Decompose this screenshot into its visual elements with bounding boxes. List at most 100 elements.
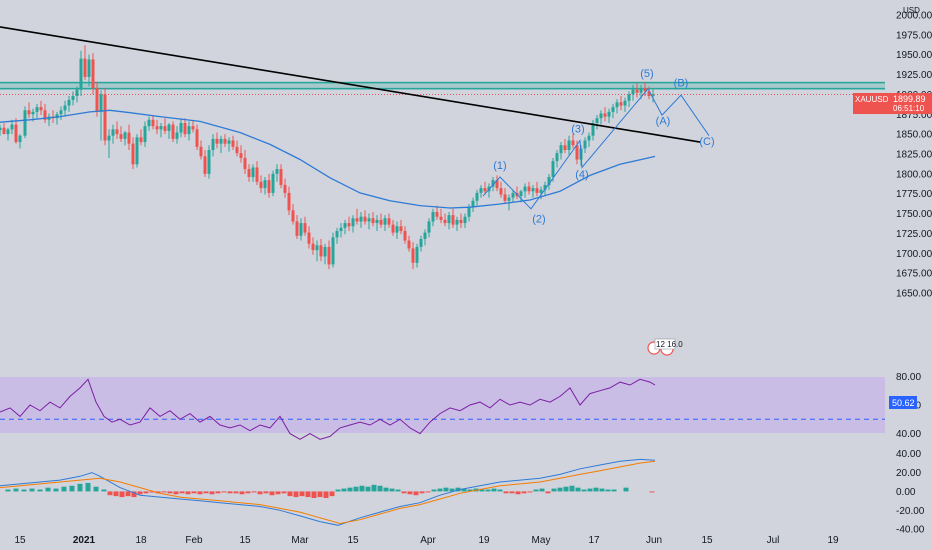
macd-histogram-bar xyxy=(377,485,383,492)
candle xyxy=(339,223,343,238)
candle-body xyxy=(423,232,427,239)
candle xyxy=(123,130,127,146)
time-axis[interactable]: 15 2021 18 Feb 15 Mar 15 Apr 19 May 17 Jun 15 Jul 19 xyxy=(14,535,839,546)
candle xyxy=(615,99,619,114)
candle-body xyxy=(519,191,523,197)
price-tick-label: 1975.00 xyxy=(896,30,932,41)
macd-histogram-bar xyxy=(353,486,359,492)
event-badge[interactable]: 12 16.0 xyxy=(647,338,683,356)
candle xyxy=(623,97,627,112)
candle xyxy=(179,118,183,138)
candle xyxy=(651,89,655,103)
rsi-pane[interactable] xyxy=(0,377,885,440)
candle xyxy=(443,213,447,227)
macd-histogram-bar xyxy=(269,491,275,496)
candle-body xyxy=(235,146,239,154)
candle xyxy=(71,91,75,106)
candle-body xyxy=(459,219,463,224)
macd-histogram-bar xyxy=(275,491,281,495)
macd-histogram-bar xyxy=(179,491,185,494)
candle xyxy=(0,124,2,136)
candle-body xyxy=(139,137,143,143)
macd-histogram-bar xyxy=(533,489,539,492)
macd-axis[interactable]: 40.00 20.00 0.00 -20.00 -40.00 xyxy=(896,449,925,535)
candle xyxy=(587,132,591,147)
elliott-wave-path[interactable] xyxy=(482,88,649,210)
candle-body xyxy=(343,223,347,228)
macd-histogram-bar xyxy=(557,487,563,492)
macd-pane[interactable] xyxy=(0,458,656,526)
candle-body xyxy=(583,140,587,149)
candle-body xyxy=(179,122,183,133)
candle-body xyxy=(287,192,291,211)
candle xyxy=(255,161,259,185)
candle-body xyxy=(35,107,39,112)
candle-body xyxy=(531,188,535,192)
candle xyxy=(275,164,279,182)
candle-body xyxy=(587,135,591,141)
rsi-value-box xyxy=(889,396,917,409)
candle xyxy=(175,126,179,144)
elliott-wave-projection[interactable] xyxy=(647,88,710,136)
candle-body xyxy=(543,184,547,190)
candle xyxy=(559,142,563,160)
candle-body xyxy=(503,194,507,201)
candle xyxy=(167,122,171,139)
candle-body xyxy=(307,232,311,244)
candle-body xyxy=(107,135,111,141)
macd-histogram-bar xyxy=(437,488,443,492)
candle-body xyxy=(435,211,439,217)
candle xyxy=(399,219,403,235)
price-pane[interactable]: (1) (2) (3) (4) (5) (B) (A) (C) 12 16.0 xyxy=(0,26,885,356)
resistance-zone[interactable] xyxy=(0,81,885,90)
candle xyxy=(111,124,115,144)
rsi-tick-label: 40.00 xyxy=(896,429,921,440)
candle xyxy=(395,221,399,239)
candle-body xyxy=(387,218,391,225)
candle-body xyxy=(187,126,191,135)
candle xyxy=(151,115,155,130)
candle xyxy=(475,189,479,206)
macd-histogram-bar xyxy=(419,491,425,494)
candle xyxy=(303,216,307,236)
macd-histogram-bar xyxy=(191,491,197,494)
macd-histogram-bar xyxy=(119,491,125,498)
candle xyxy=(39,100,43,116)
macd-histogram-bar xyxy=(479,489,485,492)
candle xyxy=(315,240,319,262)
candle-body xyxy=(431,211,435,222)
candle xyxy=(199,140,203,160)
candle xyxy=(227,137,231,152)
time-tick-label: 15 xyxy=(701,535,713,546)
candle xyxy=(555,150,559,168)
candle xyxy=(379,213,383,228)
candle-body xyxy=(263,180,267,189)
candle-body xyxy=(211,138,215,150)
candle xyxy=(367,213,371,230)
candle xyxy=(427,218,431,238)
candle xyxy=(59,106,63,120)
price-axis[interactable]: USD 2000.001975.001950.001925.001900.001… xyxy=(896,6,932,299)
candle-body xyxy=(223,138,227,144)
macd-histogram-bar xyxy=(21,489,27,492)
macd-histogram-bar xyxy=(185,491,191,495)
candle xyxy=(647,86,651,100)
macd-histogram-bar xyxy=(37,489,43,492)
candle-body xyxy=(399,226,403,232)
rsi-value-label: 50.62 xyxy=(889,396,917,409)
macd-histogram xyxy=(5,482,655,499)
candle-body xyxy=(483,188,487,192)
rsi-last-value: 50.62 xyxy=(892,398,915,408)
candle xyxy=(511,189,515,203)
candle xyxy=(67,95,71,112)
trendline[interactable] xyxy=(0,26,701,143)
macd-histogram-bar xyxy=(143,491,149,494)
candle-body xyxy=(479,188,483,193)
macd-histogram-bar xyxy=(215,491,221,494)
wave-label: (3) xyxy=(571,124,584,136)
macd-histogram-bar xyxy=(569,485,575,492)
candle xyxy=(295,215,299,239)
candle xyxy=(107,129,111,158)
candle xyxy=(331,232,335,268)
